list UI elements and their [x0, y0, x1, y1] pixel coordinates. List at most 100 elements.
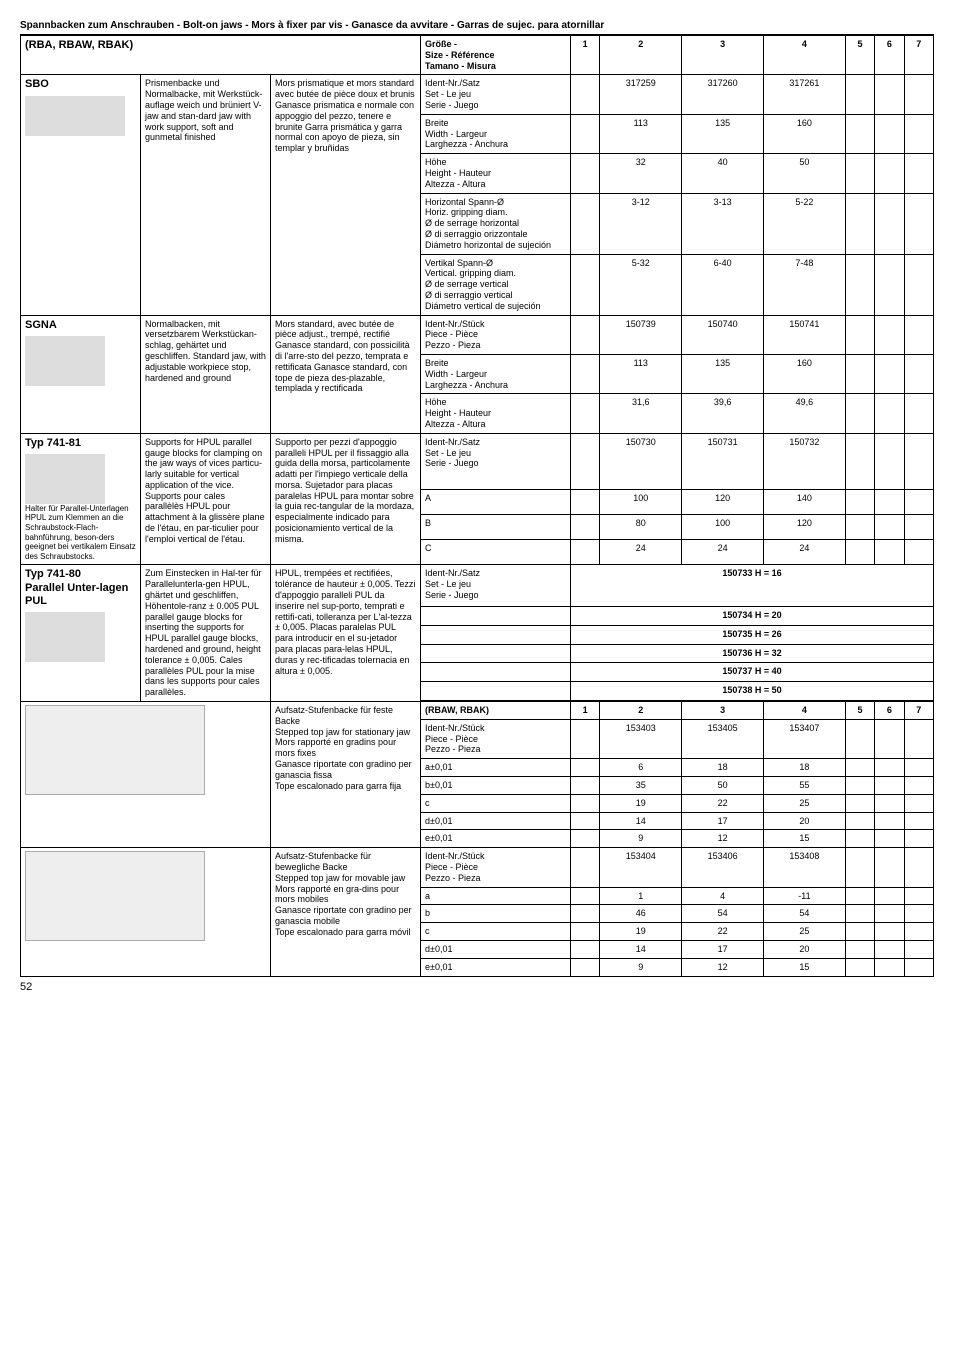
cell: 153408 [764, 848, 846, 887]
cell: 40 [682, 154, 764, 193]
cell [845, 958, 874, 976]
cell [845, 154, 874, 193]
cell: 120 [682, 489, 764, 514]
sbo-image [25, 96, 125, 136]
cell [875, 812, 904, 830]
cell [571, 719, 600, 758]
cell [571, 540, 600, 565]
sgna-desc-de: Normalbacken, mit versetzbarem Werkstück… [141, 315, 271, 433]
cell: 160 [764, 354, 846, 393]
stepped2-desc: Aufsatz-Stufenbacke für bewegliche Backe… [271, 848, 421, 976]
cell [875, 540, 904, 565]
cell [845, 489, 874, 514]
cell [571, 759, 600, 777]
cell [571, 940, 600, 958]
cell [904, 719, 933, 758]
sgna-name: SGNA [25, 319, 57, 331]
cell: 153406 [682, 848, 764, 887]
cell: 22 [682, 923, 764, 941]
cell [845, 759, 874, 777]
cell: 50 [682, 777, 764, 795]
cell [875, 433, 904, 489]
cell: 150739 [600, 315, 682, 354]
cell [845, 254, 874, 315]
typ741-81-image [25, 454, 105, 504]
cell [571, 394, 600, 433]
stepped1-diagram [25, 705, 205, 795]
stepped1-desc: Aufsatz-Stufenbacke für feste Backe Step… [271, 702, 421, 848]
cell [904, 75, 933, 114]
typ741-81-row2-param: B [421, 514, 571, 539]
cell: 50 [764, 154, 846, 193]
cell [904, 254, 933, 315]
cell: 20 [764, 812, 846, 830]
cell: 113 [600, 354, 682, 393]
cell [845, 540, 874, 565]
cell [845, 433, 874, 489]
cell [845, 848, 874, 887]
col-3: 3 [682, 36, 764, 75]
cell [845, 923, 874, 941]
cell: 14 [600, 812, 682, 830]
cell [904, 354, 933, 393]
pul-span-0: 150733 H = 16 [571, 565, 934, 607]
cell [845, 514, 874, 539]
stepped2-row0-param: Ident-Nr./Stück Piece - Pièce Pezzo - Pi… [421, 848, 571, 887]
cell: 6-40 [682, 254, 764, 315]
typ741-81-row1-param: A [421, 489, 571, 514]
page-title: Spannbacken zum Anschrauben - Bolt-on ja… [20, 20, 934, 35]
cell [571, 114, 600, 153]
cell [845, 887, 874, 905]
cell [904, 394, 933, 433]
stepped1-row3-param: c [421, 794, 571, 812]
scol-2: 2 [600, 702, 682, 720]
sbo-row4-param: Vertikal Spann-Ø Vertical. gripping diam… [421, 254, 571, 315]
typ741-81-de: Supports for HPUL parallel gauge blocks … [141, 433, 271, 565]
scol-1: 1 [571, 702, 600, 720]
typ741-80-name: Typ 741-80 Parallel Unter-lagen PUL [25, 568, 128, 606]
cell: 18 [682, 759, 764, 777]
sbo-row1-param: Breite Width - Largeur Larghezza - Anchu… [421, 114, 571, 153]
scol-4: 4 [764, 702, 846, 720]
cell [571, 354, 600, 393]
typ741-81-name-cell: Typ 741-81 Halter für Parallel-Unterlage… [21, 433, 141, 565]
cell [845, 394, 874, 433]
cell: 153404 [600, 848, 682, 887]
cell: 9 [600, 958, 682, 976]
cell: 39,6 [682, 394, 764, 433]
cell [571, 254, 600, 315]
cell [571, 193, 600, 254]
cell [571, 777, 600, 795]
typ741-81-row0-param: Ident-Nr./Satz Set - Le jeu Serie - Jueg… [421, 433, 571, 489]
cell [571, 514, 600, 539]
cell: 49,6 [764, 394, 846, 433]
scol-7: 7 [904, 702, 933, 720]
cell: 5-22 [764, 193, 846, 254]
stepped2-row1-param: a [421, 887, 571, 905]
stepped1-row4-param: d±0,01 [421, 812, 571, 830]
stepped1-header: (RBAW, RBAK) [421, 702, 571, 720]
stepped2-row4-param: d±0,01 [421, 940, 571, 958]
cell: 18 [764, 759, 846, 777]
cell: 100 [682, 514, 764, 539]
cell: 20 [764, 940, 846, 958]
cell [875, 940, 904, 958]
cell [875, 719, 904, 758]
cell [571, 489, 600, 514]
stepped2-row3-param: c [421, 923, 571, 941]
cell: 3-12 [600, 193, 682, 254]
stepped1-row2-param: b±0,01 [421, 777, 571, 795]
cell [845, 905, 874, 923]
cell [875, 193, 904, 254]
cell [571, 848, 600, 887]
stepped1-diagram-cell [21, 702, 271, 848]
cell [904, 848, 933, 887]
cell: 150731 [682, 433, 764, 489]
cell [571, 812, 600, 830]
typ741-81-name: Typ 741-81 [25, 437, 81, 449]
typ741-80-image [25, 612, 105, 662]
cell [875, 848, 904, 887]
cell: 80 [600, 514, 682, 539]
cell: 135 [682, 114, 764, 153]
cell: 31,6 [600, 394, 682, 433]
